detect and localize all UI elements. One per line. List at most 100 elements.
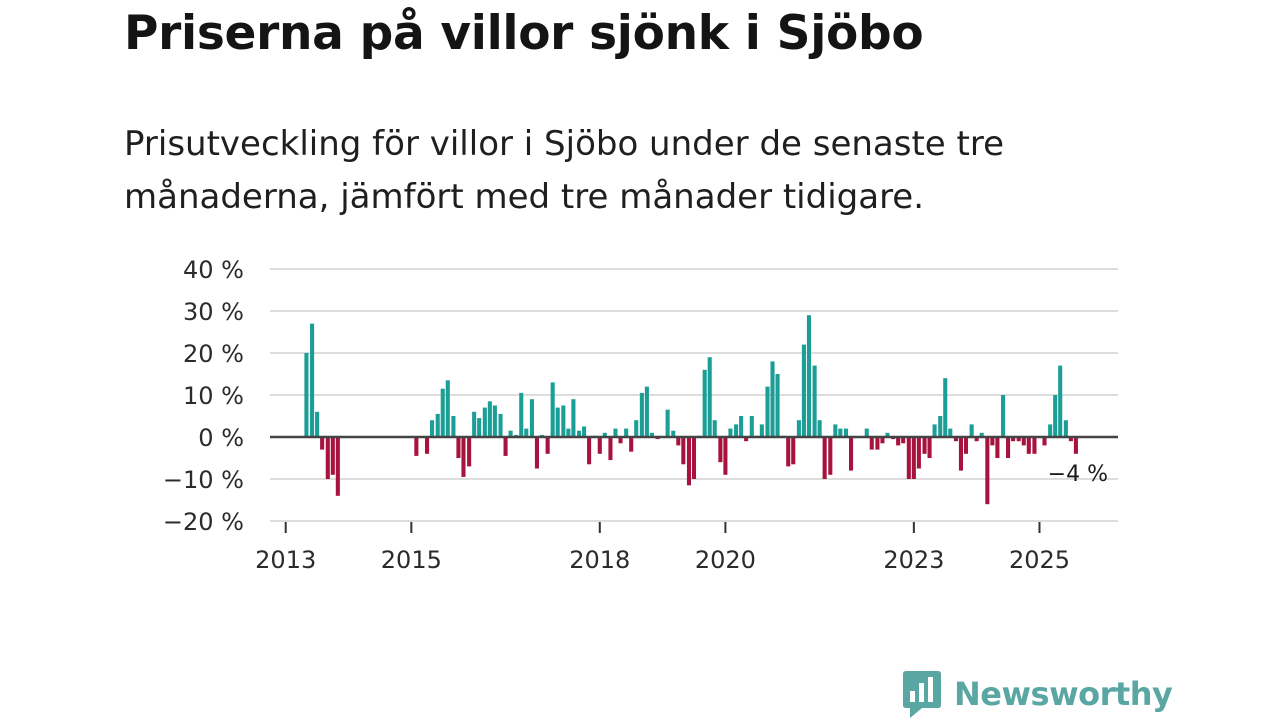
- bar: [759, 424, 764, 437]
- bar: [1068, 437, 1073, 442]
- bar: [801, 344, 806, 437]
- bar: [990, 437, 995, 446]
- bar: [451, 416, 456, 437]
- bar: [838, 428, 843, 437]
- bar: [932, 424, 937, 437]
- bar: [875, 437, 880, 450]
- bar: [979, 432, 984, 437]
- bar: [456, 437, 461, 458]
- bar: [639, 392, 644, 437]
- bar: [728, 428, 733, 437]
- bar: [828, 437, 833, 475]
- bar: [707, 357, 712, 437]
- bar: [885, 432, 890, 437]
- bar: [869, 437, 874, 450]
- bar: [702, 369, 707, 437]
- bar: [487, 401, 492, 437]
- x-tick-label: 2015: [381, 546, 442, 574]
- newsworthy-logo-icon: [903, 671, 941, 718]
- chart: 40 %30 %20 %10 %0 %−10 %−20 % 2013 2015 20…: [163, 256, 1118, 574]
- bar: [995, 437, 1000, 458]
- bar: [634, 420, 639, 437]
- bar: [325, 437, 330, 479]
- bar: [681, 437, 686, 465]
- bar: [963, 437, 969, 454]
- bar: [796, 420, 801, 437]
- annotations: −4 %: [1048, 462, 1108, 487]
- bar: [671, 430, 676, 437]
- x-tick-label: 2013: [255, 546, 316, 574]
- bar: [649, 432, 654, 437]
- x-tick-label: 2018: [569, 546, 630, 574]
- bar: [424, 437, 430, 454]
- bar: [896, 437, 901, 446]
- last-value-label: −4 %: [1048, 462, 1108, 487]
- bar: [445, 380, 450, 437]
- bar: [335, 437, 340, 496]
- bars: [304, 315, 1078, 505]
- bar: [467, 437, 472, 467]
- bar: [624, 428, 629, 437]
- bar: [629, 437, 634, 452]
- bar: [938, 416, 943, 437]
- bar: [765, 386, 770, 437]
- bar: [864, 428, 869, 437]
- bar: [665, 409, 670, 437]
- y-tick-label: 0 %: [198, 424, 244, 452]
- bar: [770, 361, 775, 437]
- bar: [550, 382, 555, 437]
- bar: [644, 386, 649, 437]
- bar: [577, 430, 582, 437]
- y-tick-label: −20 %: [163, 508, 244, 536]
- grid: [270, 268, 1118, 522]
- bar: [734, 424, 739, 437]
- bar: [315, 411, 320, 437]
- bar: [430, 420, 435, 437]
- bar: [477, 418, 482, 437]
- bar: [691, 437, 697, 479]
- bar: [718, 437, 723, 463]
- bar: [582, 426, 587, 437]
- bar: [676, 437, 681, 446]
- bar: [435, 413, 440, 437]
- bar: [953, 437, 958, 442]
- chart-title: Priserna på villor sjönk i Sjöbo: [124, 6, 924, 61]
- bar: [545, 437, 550, 454]
- bar: [958, 437, 964, 471]
- bar: [786, 437, 791, 467]
- x-tick-label: 2025: [1009, 546, 1070, 574]
- bar: [503, 437, 508, 456]
- bar: [686, 437, 692, 486]
- y-axis: 40 % 30 % 20 % 10 % 0 % −10 % −20 %: [163, 256, 244, 536]
- bar: [304, 353, 309, 437]
- y-tick-label: 40 %: [183, 256, 244, 284]
- bar: [974, 437, 979, 442]
- bar: [1032, 437, 1037, 454]
- bar: [534, 437, 540, 469]
- bar: [498, 413, 503, 437]
- bar: [472, 411, 477, 437]
- bar: [880, 437, 885, 444]
- bar: [969, 424, 974, 437]
- bar: [749, 416, 754, 437]
- bar: [848, 437, 854, 471]
- x-tick-label: 2020: [695, 546, 756, 574]
- bar: [901, 437, 906, 444]
- bar: [555, 407, 560, 437]
- bar: [618, 437, 623, 444]
- bar: [587, 437, 592, 465]
- y-tick-label: 30 %: [183, 298, 244, 326]
- bar: [943, 378, 948, 437]
- bar: [1011, 437, 1016, 442]
- bar: [1021, 437, 1026, 446]
- bar: [822, 437, 827, 479]
- bar: [906, 437, 911, 479]
- bar: [320, 437, 325, 450]
- bar: [414, 437, 419, 456]
- bar: [571, 399, 576, 437]
- bar: [1048, 424, 1053, 437]
- bar: [561, 405, 566, 437]
- newsworthy-logo: Newsworthy: [902, 668, 1173, 720]
- y-tick-label: 20 %: [183, 340, 244, 368]
- bar: [712, 420, 717, 437]
